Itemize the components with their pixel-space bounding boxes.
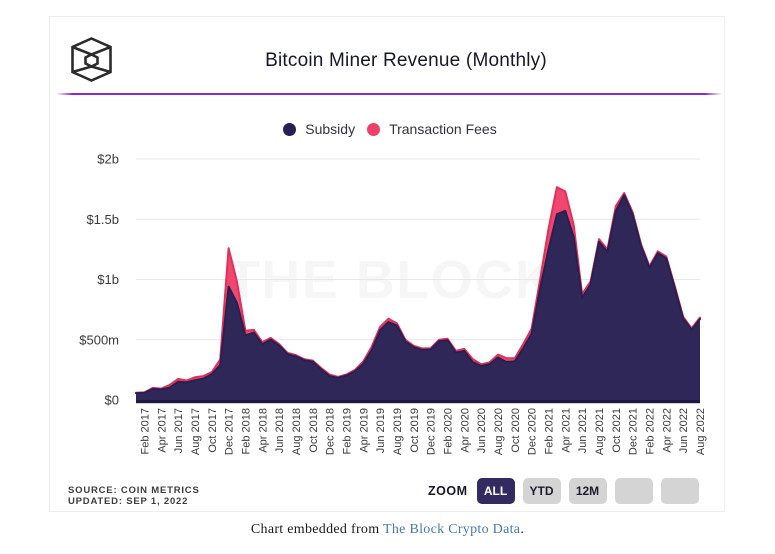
y-tick-label: $1.5b [86, 212, 119, 227]
x-tick-label: Apr 2021 [560, 408, 572, 453]
legend: Subsidy Transaction Fees [50, 121, 724, 137]
x-tick-label: Oct 2018 [308, 408, 320, 453]
transaction-fees-line [135, 186, 701, 394]
legend-label-transaction-fees: Transaction Fees [389, 121, 497, 137]
x-tick-label: Aug 2020 [493, 408, 505, 455]
x-tick-label: Jun 2019 [375, 408, 387, 453]
x-tick-label: Aug 2021 [594, 408, 606, 455]
zoom-button-all[interactable]: ALL [476, 478, 515, 504]
x-tick-label: Aug 2022 [695, 408, 707, 455]
caption-suffix: . [520, 522, 525, 537]
legend-item-transaction-fees[interactable]: Transaction Fees [367, 121, 497, 137]
x-tick-label: Feb 2018 [240, 408, 252, 454]
y-tick-label: $0 [105, 393, 119, 408]
subsidy-line [135, 194, 701, 395]
source-note: SOURCE: COIN METRICS UPDATED: SEP 1, 202… [68, 485, 200, 507]
chart-title: Bitcoin Miner Revenue (Monthly) [265, 50, 547, 71]
x-tick-label: Jun 2021 [577, 408, 589, 453]
x-tick-label: Apr 2017 [156, 408, 168, 453]
x-tick-label: Aug 2019 [392, 408, 404, 455]
subsidy-area [136, 195, 700, 400]
x-tick-label: Oct 2019 [409, 408, 421, 453]
x-tick-label: Oct 2020 [510, 408, 522, 453]
x-tick-label: Aug 2017 [190, 408, 202, 455]
zoom-button-12m[interactable]: 12M [568, 478, 607, 504]
y-tick-label: $1b [97, 272, 119, 287]
caption-prefix: Chart embedded from [250, 522, 383, 537]
x-tick-label: Dec 2021 [628, 408, 640, 455]
x-tick-label: Feb 2022 [644, 408, 656, 454]
x-tick-label: Oct 2021 [611, 408, 623, 453]
legend-item-subsidy[interactable]: Subsidy [283, 121, 355, 137]
zoom-button-ytd[interactable]: YTD [522, 478, 561, 504]
zoom-control: ZOOM ALL YTD 12M [428, 478, 707, 504]
x-tick-label: Apr 2019 [358, 408, 370, 453]
x-tick-label: Apr 2020 [459, 408, 471, 453]
zoom-button-blank-1[interactable] [614, 478, 653, 504]
transaction-fees-dot-icon [367, 122, 381, 136]
x-tick-label: Feb 2021 [543, 408, 555, 454]
x-tick-label: Dec 2018 [325, 408, 337, 455]
x-tick-label: Jun 2020 [476, 408, 488, 453]
y-tick-label: $2b [97, 152, 119, 167]
zoom-button-blank-2[interactable] [660, 478, 699, 504]
x-tick-label: Feb 2020 [442, 408, 454, 454]
x-tick-label: Dec 2019 [426, 408, 438, 455]
subsidy-dot-icon [283, 122, 297, 136]
x-tick-label: Oct 2017 [207, 408, 219, 453]
x-tick-label: Jun 2017 [173, 408, 185, 453]
x-tick-label: Jun 2018 [274, 408, 286, 453]
header-divider [56, 93, 722, 95]
updated-line: UPDATED: SEP 1, 2022 [68, 496, 189, 507]
legend-label-subsidy: Subsidy [305, 121, 356, 137]
the-block-logo-icon [71, 37, 112, 82]
source-line: SOURCE: COIN METRICS [68, 485, 200, 496]
zoom-label: ZOOM [428, 484, 468, 498]
the-block-crypto-data-link[interactable]: The Block Crypto Data [382, 522, 521, 537]
x-tick-label: Dec 2020 [527, 408, 539, 455]
x-tick-label: Apr 2022 [661, 408, 673, 453]
embed-caption: Chart embedded from The Block Crypto Dat… [0, 522, 775, 538]
x-tick-label: Dec 2017 [224, 408, 236, 455]
x-tick-label: Feb 2019 [341, 408, 353, 454]
x-axis-line [136, 400, 700, 404]
x-tick-label: Jun 2022 [678, 408, 690, 453]
x-tick-label: Apr 2018 [257, 408, 269, 453]
x-tick-label: Feb 2017 [139, 408, 151, 454]
y-tick-label: $500m [79, 332, 119, 347]
x-tick-label: Aug 2018 [291, 408, 303, 455]
